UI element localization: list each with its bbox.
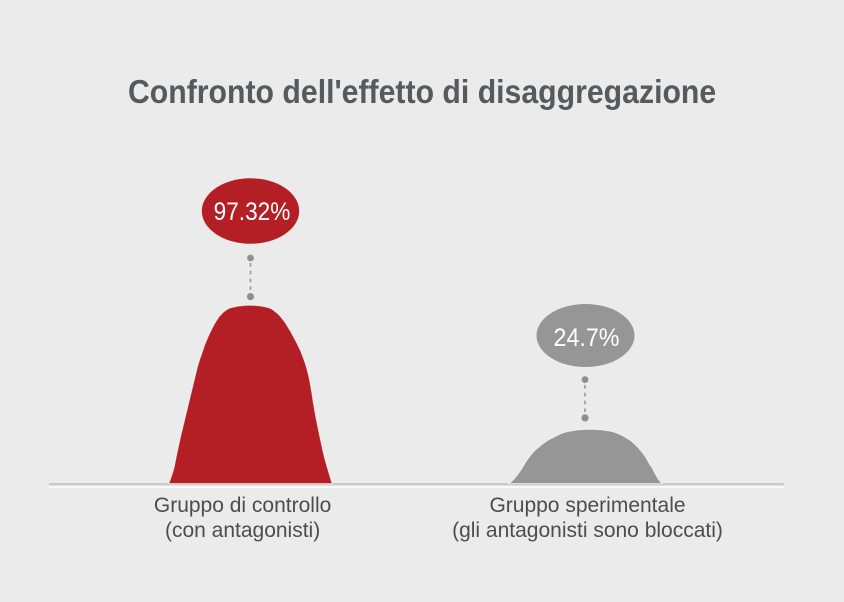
svg-text:24.7%: 24.7% [554,324,620,352]
svg-text:97.32%: 97.32% [214,198,291,226]
